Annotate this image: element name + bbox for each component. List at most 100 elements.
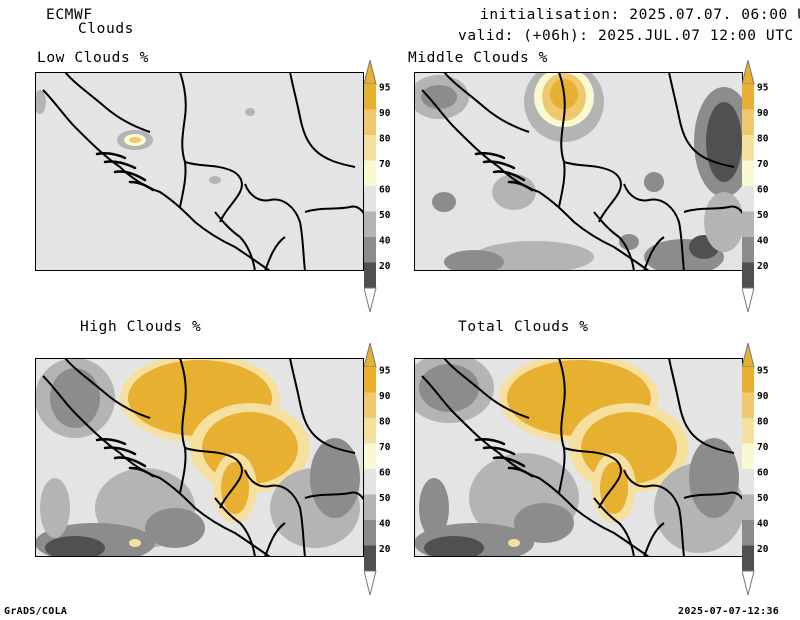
border-line (179, 72, 187, 208)
colorbar-label: 40 (757, 236, 769, 247)
colorbar-segment (364, 545, 376, 571)
colorbar-segment (742, 237, 754, 263)
colorbar-label: 95 (757, 83, 769, 94)
colorbar-label: 70 (379, 442, 391, 453)
map-background (35, 72, 364, 271)
colorbar-label: 70 (757, 159, 769, 170)
colorbar-top-arrow (363, 342, 377, 368)
cloud-cover-area (421, 85, 457, 109)
border-line (304, 491, 364, 501)
map-svg (35, 358, 364, 557)
cloud-cover-area (419, 478, 449, 538)
colorbar-top-arrow (363, 59, 377, 85)
cloud-cover-area (644, 172, 664, 192)
panel-title-total: Total Clouds % (458, 319, 589, 335)
cloud-cover-area (50, 368, 100, 428)
cloud-cover-area (221, 462, 249, 514)
island-outline (103, 160, 137, 170)
colorbar-segment (742, 186, 754, 212)
border-line (304, 205, 364, 215)
colorbar-segment (742, 262, 754, 288)
cloud-cover-area (419, 364, 479, 412)
border-line (683, 491, 743, 501)
cloud-cover-area (689, 438, 739, 518)
map-middle-clouds (414, 72, 743, 271)
cloud-cover-area (600, 462, 628, 514)
cloud-cover-area (424, 536, 484, 557)
cloud-cover-area (45, 536, 105, 557)
colorbar-label: 80 (379, 134, 391, 145)
border-line (42, 375, 271, 557)
island-outline (95, 151, 127, 160)
cloud-cover-area (40, 478, 70, 538)
colorbar-label: 95 (379, 83, 391, 94)
colorbar-segment (364, 84, 376, 110)
border-line (563, 161, 622, 223)
border-line (421, 89, 650, 271)
colorbar-label: 90 (757, 391, 769, 402)
cloud-cover-area (40, 114, 50, 130)
border-line (214, 211, 256, 271)
border-line (558, 358, 566, 494)
border-line (643, 236, 665, 271)
border-line (443, 358, 530, 419)
colorbar-label: 60 (379, 185, 391, 196)
colorbar-top-arrow (741, 342, 755, 368)
island-outline (474, 151, 506, 160)
colorbar-segment (364, 135, 376, 161)
colorbar-segment (742, 520, 754, 546)
colorbar-segment (742, 545, 754, 571)
colorbar-segment (364, 367, 376, 393)
colorbar-label: 95 (757, 366, 769, 377)
border-line (244, 469, 306, 557)
cloud-cover-area (492, 174, 536, 210)
border-line (289, 358, 356, 454)
colorbar-bottom-arrow (741, 570, 755, 596)
cloud-cover-area (245, 108, 255, 116)
colorbar-label: 80 (379, 417, 391, 428)
border-line (64, 72, 151, 133)
island-outline (507, 180, 534, 192)
island-outline (95, 437, 127, 446)
island-outline (128, 180, 155, 192)
border-line (214, 497, 256, 557)
border-line (264, 522, 286, 557)
map-svg (35, 72, 364, 271)
colorbar-label: 50 (757, 210, 769, 221)
colorbar-label: 80 (757, 417, 769, 428)
product-name: Clouds (78, 21, 134, 37)
border-line (443, 72, 530, 133)
colorbar-label: 20 (757, 261, 769, 272)
colorbar-segment (364, 211, 376, 237)
colorbar-segment (364, 237, 376, 263)
colorbar-svg: 95 90 80 70 60 50 40 20 (363, 59, 391, 313)
colorbar-label: 60 (379, 468, 391, 479)
map-low-clouds (35, 72, 364, 271)
colorbar-segment (742, 109, 754, 135)
colorbar-bottom-arrow (363, 570, 377, 596)
island-outline (113, 456, 147, 468)
colorbar-label: 40 (379, 236, 391, 247)
cloud-cover-area (209, 176, 221, 184)
colorbar-segment (364, 418, 376, 444)
colorbar-segment (742, 392, 754, 418)
cloud-cover-area (474, 241, 594, 271)
border-line (184, 447, 243, 509)
footer-software: GrADS/COLA (4, 606, 68, 617)
colorbar-segment (364, 392, 376, 418)
map-frame (35, 72, 364, 271)
colorbar-svg: 95 90 80 70 60 50 40 20 (363, 342, 391, 596)
cloud-cover-area (619, 234, 639, 250)
colorbar-label: 20 (757, 544, 769, 555)
colorbar-label: 90 (379, 108, 391, 119)
colorbar-label: 50 (379, 210, 391, 221)
colorbar-svg: 95 90 80 70 60 50 40 20 (741, 342, 769, 596)
colorbar-label: 80 (757, 134, 769, 145)
colorbar-label: 90 (379, 391, 391, 402)
island-outline (492, 456, 526, 468)
border-line (623, 183, 685, 271)
border-line (563, 447, 622, 509)
border-line (593, 211, 635, 271)
panel-title-high: High Clouds % (80, 319, 202, 335)
border-line (623, 469, 685, 557)
